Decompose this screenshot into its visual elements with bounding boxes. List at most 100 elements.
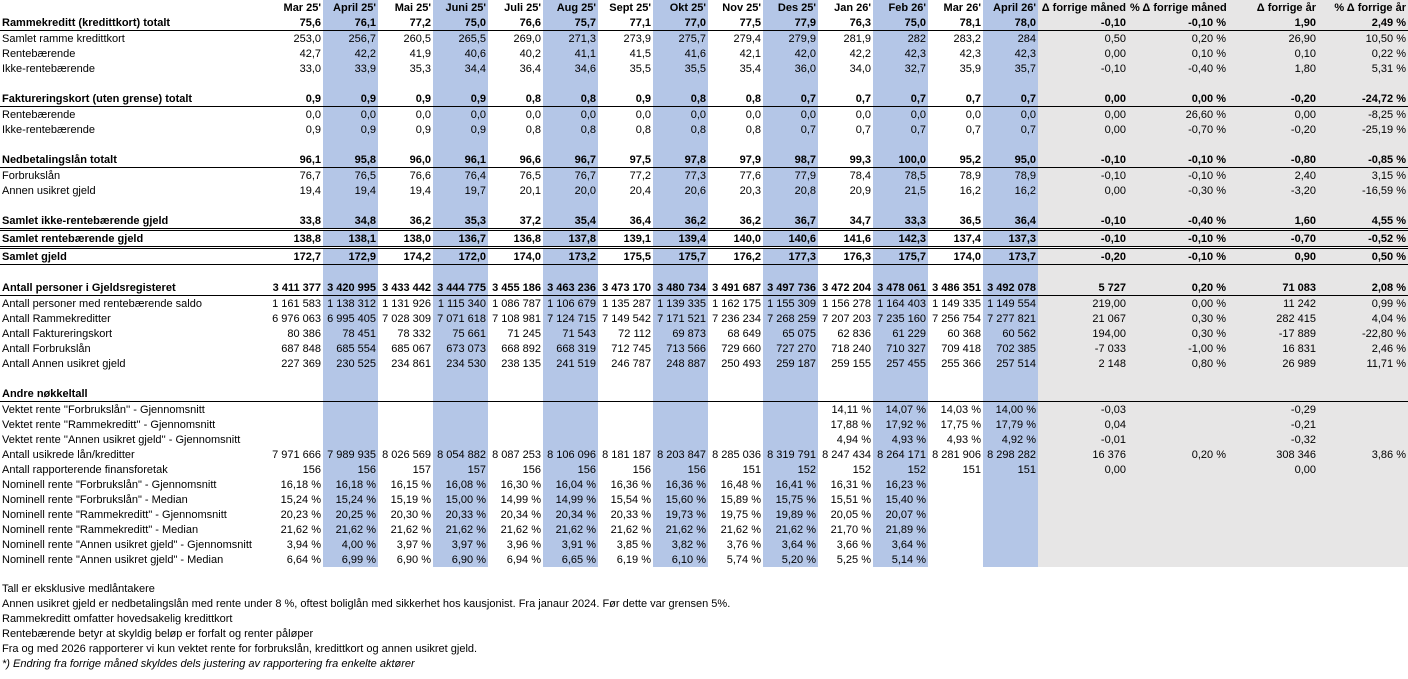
value-cell[interactable]: 281,9 [843,32,871,45]
value-cell[interactable]: 3 411 377 [268,280,323,296]
value-cell[interactable]: 0,90 [1228,247,1318,265]
value-cell[interactable]: 156 [323,462,378,477]
value-cell[interactable]: 0,9 [305,123,321,136]
value-cell[interactable]: 19,75 % [720,508,761,521]
value-cell[interactable] [763,432,818,447]
value-cell[interactable]: 271,3 [543,30,598,46]
value-cell[interactable] [1228,371,1318,386]
value-cell[interactable]: 3,76 % [726,538,761,551]
value-cell[interactable]: 257 514 [983,356,1038,371]
row-label-cell[interactable]: Vektet rente ''Forbrukslån'' - Gjennomsn… [2,403,205,416]
value-cell[interactable]: 0,0 [543,106,598,122]
value-cell[interactable]: 0,0 [983,106,1038,122]
value-cell[interactable]: 3,15 % [1318,167,1408,183]
value-cell[interactable] [1128,386,1228,402]
value-cell[interactable] [928,552,983,567]
value-cell[interactable]: 95,0 [983,152,1038,168]
value-cell[interactable]: 35,3 [433,213,488,231]
value-cell[interactable]: 0,10 % [1128,46,1228,61]
value-cell[interactable] [983,198,1038,213]
value-cell[interactable]: 76,5 [519,169,541,182]
value-cell[interactable] [1318,198,1408,213]
value-cell[interactable]: 3 491 687 [708,280,763,296]
value-cell[interactable]: 71 245 [507,327,541,340]
value-cell[interactable]: -0,80 [1228,152,1318,168]
value-cell[interactable] [323,371,378,386]
value-cell[interactable] [928,386,983,402]
value-cell[interactable]: 1 115 340 [433,295,488,311]
value-cell[interactable]: 257 455 [873,356,928,371]
value-cell[interactable]: 40,2 [519,47,541,60]
value-cell[interactable]: 8 285 036 [712,448,761,461]
row-label-cell[interactable]: Antall rapporterende finansforetak [2,463,168,476]
value-cell[interactable]: 0,00 [1038,106,1128,122]
row-label-cell[interactable]: Nominell rente "Rammekreditt" - Median [2,523,199,536]
value-cell[interactable] [543,137,598,152]
value-cell[interactable]: 3,97 % [433,537,488,552]
value-cell[interactable]: 78 332 [397,327,431,340]
value-cell[interactable]: 3,97 % [396,538,431,551]
value-cell[interactable]: 4,93 % [946,433,981,446]
value-cell[interactable]: 36,5 [928,213,983,231]
value-cell[interactable]: 139,4 [653,229,708,249]
value-cell[interactable]: -0,21 [1228,417,1318,432]
value-cell[interactable] [1318,264,1408,280]
value-cell[interactable]: 6,65 % [543,552,598,567]
value-cell[interactable] [323,264,378,280]
value-cell[interactable] [928,76,983,91]
value-cell[interactable] [598,402,653,418]
value-cell[interactable]: 0,9 [433,91,488,107]
row-label-cell[interactable]: Antall personer med rentebærende saldo [2,297,202,310]
row-label-cell[interactable]: Faktureringskort (uten grense) totalt [0,91,268,107]
value-cell[interactable] [433,198,488,213]
value-cell[interactable]: 6 976 063 [272,312,321,325]
value-cell[interactable]: 6,94 % [506,553,541,566]
value-cell[interactable]: 78,9 [983,167,1038,183]
value-cell[interactable]: -0,10 [1038,15,1128,31]
value-cell[interactable]: 1 106 679 [543,295,598,311]
value-cell[interactable] [433,137,488,152]
value-cell[interactable] [653,198,708,213]
value-cell[interactable]: 136,8 [488,229,543,249]
value-cell[interactable]: -25,19 % [1318,122,1408,137]
value-cell[interactable] [1318,386,1408,402]
value-cell[interactable]: 0,7 [873,91,928,107]
value-cell[interactable] [1128,417,1228,432]
value-cell[interactable]: 241 519 [543,356,598,371]
value-cell[interactable]: 75,6 [268,15,323,31]
value-cell[interactable]: -0,10 [1038,61,1128,76]
value-cell[interactable]: 0,7 [818,91,873,107]
value-cell[interactable]: 40,6 [433,46,488,61]
value-cell[interactable]: -0,70 [1228,229,1318,249]
value-cell[interactable] [928,492,983,507]
value-cell[interactable]: 16,2 [959,184,981,197]
value-cell[interactable]: 0,04 [1038,417,1128,432]
value-cell[interactable] [543,417,598,432]
value-cell[interactable] [818,198,873,213]
value-cell[interactable]: 139,1 [598,229,653,249]
value-cell[interactable]: 172,0 [433,247,488,265]
value-cell[interactable]: 3,66 % [836,538,871,551]
value-cell[interactable]: 34,4 [433,61,488,76]
value-cell[interactable]: 21,62 % [390,523,431,536]
value-cell[interactable]: 100,0 [873,152,928,168]
value-cell[interactable]: 140,6 [763,229,818,249]
value-cell[interactable]: 21,62 % [653,522,708,537]
value-cell[interactable]: 35,4 [543,213,598,231]
value-cell[interactable]: 253,0 [293,32,321,45]
value-cell[interactable]: 7 268 259 [763,311,818,326]
value-cell[interactable]: 34,6 [543,61,598,76]
value-cell[interactable]: 0,7 [855,123,871,136]
value-cell[interactable] [378,137,433,152]
value-cell[interactable]: 0,0 [525,108,541,121]
value-cell[interactable] [488,432,543,447]
value-cell[interactable]: 673 073 [433,341,488,356]
value-cell[interactable] [488,371,543,386]
column-header[interactable]: Nov 25' [722,1,761,14]
value-cell[interactable] [653,264,708,280]
value-cell[interactable]: 727 270 [763,341,818,356]
value-cell[interactable]: 21,62 % [543,522,598,537]
value-cell[interactable]: 219,00 [1038,295,1128,311]
corner-cell[interactable] [0,0,268,15]
value-cell[interactable]: 3,64 % [763,537,818,552]
